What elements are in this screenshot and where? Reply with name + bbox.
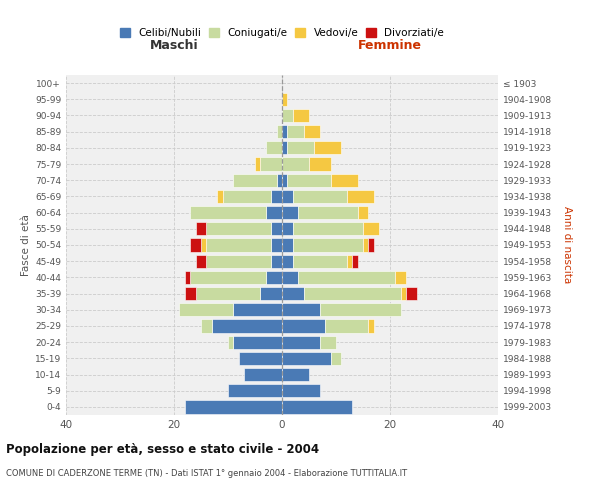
Bar: [282, 206, 298, 220]
Bar: [179, 303, 233, 316]
Bar: [190, 270, 266, 284]
Bar: [206, 254, 271, 268]
Bar: [395, 270, 406, 284]
Bar: [201, 238, 206, 252]
Bar: [266, 141, 282, 154]
Bar: [282, 400, 352, 413]
Bar: [244, 368, 282, 381]
Text: Maschi: Maschi: [149, 40, 199, 52]
Bar: [282, 303, 320, 316]
Bar: [401, 287, 406, 300]
Bar: [331, 174, 358, 187]
Bar: [282, 174, 287, 187]
Bar: [304, 125, 320, 138]
Bar: [271, 190, 282, 203]
Bar: [282, 368, 309, 381]
Bar: [190, 206, 266, 220]
Bar: [282, 287, 304, 300]
Bar: [282, 352, 331, 365]
Bar: [233, 303, 282, 316]
Bar: [277, 174, 282, 187]
Bar: [271, 222, 282, 235]
Bar: [314, 141, 341, 154]
Bar: [358, 206, 368, 220]
Bar: [287, 141, 314, 154]
Bar: [233, 336, 282, 349]
Bar: [260, 158, 282, 170]
Bar: [282, 92, 287, 106]
Bar: [196, 222, 206, 235]
Bar: [185, 400, 282, 413]
Bar: [223, 190, 271, 203]
Bar: [196, 287, 260, 300]
Bar: [282, 320, 325, 332]
Bar: [282, 125, 287, 138]
Bar: [201, 320, 212, 332]
Y-axis label: Anni di nascita: Anni di nascita: [562, 206, 572, 284]
Bar: [282, 158, 309, 170]
Bar: [331, 352, 341, 365]
Bar: [255, 158, 260, 170]
Bar: [282, 141, 287, 154]
Bar: [266, 270, 282, 284]
Bar: [320, 336, 336, 349]
Bar: [347, 254, 352, 268]
Bar: [282, 384, 320, 398]
Legend: Celibi/Nubili, Coniugati/e, Vedovi/e, Divorziati/e: Celibi/Nubili, Coniugati/e, Vedovi/e, Di…: [118, 26, 446, 40]
Bar: [325, 320, 368, 332]
Bar: [293, 109, 309, 122]
Bar: [282, 336, 320, 349]
Bar: [239, 352, 282, 365]
Bar: [260, 287, 282, 300]
Bar: [233, 174, 277, 187]
Text: COMUNE DI CADERZONE TERME (TN) - Dati ISTAT 1° gennaio 2004 - Elaborazione TUTTI: COMUNE DI CADERZONE TERME (TN) - Dati IS…: [6, 469, 407, 478]
Bar: [282, 238, 293, 252]
Bar: [293, 254, 347, 268]
Bar: [298, 206, 358, 220]
Text: Popolazione per età, sesso e stato civile - 2004: Popolazione per età, sesso e stato civil…: [6, 442, 319, 456]
Bar: [352, 254, 358, 268]
Bar: [282, 222, 293, 235]
Bar: [185, 287, 196, 300]
Bar: [271, 238, 282, 252]
Bar: [293, 222, 363, 235]
Bar: [298, 270, 395, 284]
Bar: [282, 270, 298, 284]
Bar: [228, 384, 282, 398]
Bar: [212, 320, 282, 332]
Bar: [190, 238, 201, 252]
Bar: [363, 238, 368, 252]
Bar: [320, 303, 401, 316]
Bar: [271, 254, 282, 268]
Bar: [185, 270, 190, 284]
Bar: [406, 287, 417, 300]
Bar: [266, 206, 282, 220]
Bar: [287, 174, 331, 187]
Bar: [304, 287, 401, 300]
Bar: [277, 125, 282, 138]
Bar: [293, 190, 347, 203]
Bar: [309, 158, 331, 170]
Bar: [217, 190, 223, 203]
Bar: [196, 254, 206, 268]
Bar: [206, 222, 271, 235]
Bar: [228, 336, 233, 349]
Y-axis label: Fasce di età: Fasce di età: [21, 214, 31, 276]
Bar: [287, 125, 304, 138]
Bar: [347, 190, 374, 203]
Bar: [368, 320, 374, 332]
Bar: [206, 238, 271, 252]
Bar: [293, 238, 363, 252]
Bar: [282, 109, 293, 122]
Bar: [368, 238, 374, 252]
Bar: [282, 190, 293, 203]
Bar: [282, 254, 293, 268]
Text: Femmine: Femmine: [358, 40, 422, 52]
Bar: [363, 222, 379, 235]
